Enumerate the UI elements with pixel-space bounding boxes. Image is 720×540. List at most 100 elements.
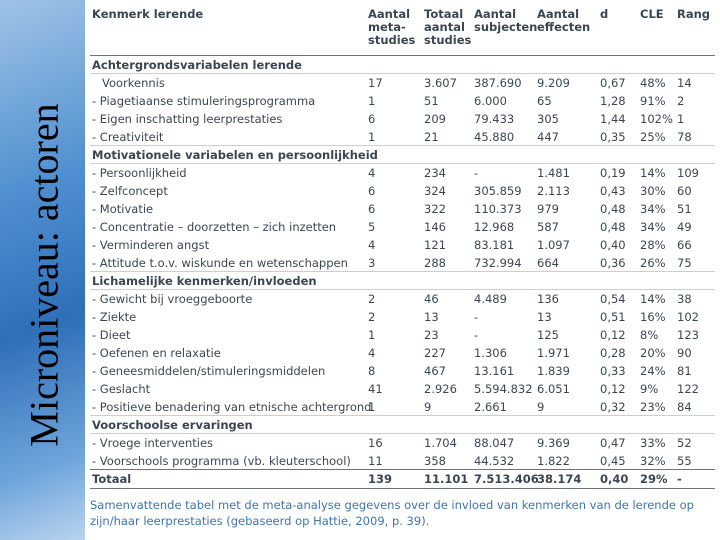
table-cell: 1.097 — [537, 238, 570, 252]
table-cell: 324 — [424, 184, 446, 198]
table-cell: 2 — [368, 292, 376, 306]
slide-title: Microniveau: actoren — [21, 103, 67, 447]
table-cell: 0,47 — [600, 436, 626, 450]
table-cell: 13.161 — [474, 364, 515, 378]
table-cell: 90 — [677, 346, 692, 360]
table-cell: 4 — [368, 166, 376, 180]
row-rule — [90, 145, 715, 146]
table-cell: 23 — [424, 328, 439, 342]
table-cell: - Geneesmiddelen/stimuleringsmiddelen — [92, 364, 326, 378]
total-rule — [90, 488, 715, 489]
table-cell: Voorkennis — [102, 76, 165, 90]
section-title: Motivationele variabelen en persoonlijkh… — [92, 148, 378, 162]
table-cell: 305 — [537, 112, 559, 126]
table-cell: - Persoonlijkheid — [92, 166, 187, 180]
table-cell: 9% — [640, 382, 659, 396]
table-cell: 34% — [640, 220, 666, 234]
table-cell: 6 — [368, 184, 376, 198]
table-cell: 979 — [537, 202, 559, 216]
column-header: Aantal effecten — [537, 7, 591, 34]
table-cell: - Verminderen angst — [92, 238, 210, 252]
table-cell: 288 — [424, 256, 446, 270]
table-cell: 75 — [677, 256, 692, 270]
section-title: Voorschoolse ervaringen — [92, 418, 253, 432]
table-cell: 0,40 — [600, 238, 626, 252]
table-cell: 14% — [640, 292, 666, 306]
table-cell: - Ziekte — [92, 310, 137, 324]
table-cell: 4 — [368, 238, 376, 252]
table-cell: 1 — [368, 328, 376, 342]
table-cell: 26% — [640, 256, 666, 270]
header-rule — [90, 55, 715, 56]
table-cell: 1 — [368, 94, 376, 108]
table-cell: 12.968 — [474, 220, 515, 234]
table-cell: 3 — [368, 256, 376, 270]
table-cell: 1.306 — [474, 346, 507, 360]
table-cell: 1.704 — [424, 436, 457, 450]
table-cell: 467 — [424, 364, 446, 378]
table-cell: 9.209 — [537, 76, 570, 90]
total-cell: - — [677, 472, 682, 486]
table-cell: 16 — [368, 436, 383, 450]
table-cell: 16% — [640, 310, 666, 324]
row-rule — [90, 415, 715, 416]
table-cell: 14 — [677, 76, 692, 90]
table-cell: 664 — [537, 256, 559, 270]
section-title: Achtergrondsvariabelen lerende — [92, 58, 302, 72]
row-rule — [90, 73, 715, 74]
table-cell: 11 — [368, 454, 383, 468]
table-cell: 1,44 — [600, 112, 626, 126]
table-cell: - Eigen inschatting leerprestaties — [92, 112, 283, 126]
table-cell: 1 — [677, 112, 685, 126]
table-cell: 0,48 — [600, 202, 626, 216]
table-cell: - Concentratie – doorzetten – zich inzet… — [92, 220, 337, 234]
table-cell: 41 — [368, 382, 383, 396]
table-cell: - Gewicht bij vroeggeboorte — [92, 292, 253, 306]
table-cell: - Motivatie — [92, 202, 154, 216]
table-cell: 34% — [640, 202, 666, 216]
table-cell: 122 — [677, 382, 699, 396]
table-cell: 13 — [537, 310, 552, 324]
table-cell: 21 — [424, 130, 439, 144]
table-cell: 0,67 — [600, 76, 626, 90]
table-cell: 78 — [677, 130, 692, 144]
table-cell: 32% — [640, 454, 666, 468]
row-rule — [90, 163, 715, 164]
table-cell: 447 — [537, 130, 559, 144]
table-cell: 0,19 — [600, 166, 626, 180]
table-cell: - Geslacht — [92, 382, 151, 396]
table-cell: 24% — [640, 364, 666, 378]
table-cell: 0,12 — [600, 382, 626, 396]
table-cell: 136 — [537, 292, 559, 306]
table-cell: - Voorschools programma (vb. kleuterscho… — [92, 454, 351, 468]
table-cell: 91% — [640, 94, 666, 108]
table-cell: 0,35 — [600, 130, 626, 144]
table-cell: 17 — [368, 76, 383, 90]
table-cell: 358 — [424, 454, 446, 468]
table-document: Samenvattende tabel met de meta-analyse … — [85, 0, 720, 540]
table-cell: 0,32 — [600, 400, 626, 414]
table-cell: 209 — [424, 112, 446, 126]
table-cell: 2 — [677, 94, 685, 108]
table-cell: 52 — [677, 436, 692, 450]
total-cell: Totaal — [92, 472, 132, 486]
table-cell: 38 — [677, 292, 692, 306]
table-cell: 0,12 — [600, 328, 626, 342]
table-cell: 4 — [368, 346, 376, 360]
table-cell: 1,28 — [600, 94, 626, 108]
table-cell: 30% — [640, 184, 666, 198]
table-cell: 23% — [640, 400, 666, 414]
table-cell: - Zelfconcept — [92, 184, 168, 198]
section-title: Lichamelijke kenmerken/invloeden — [92, 274, 317, 288]
table-cell: 55 — [677, 454, 692, 468]
table-cell: 0,48 — [600, 220, 626, 234]
table-cell: 79.433 — [474, 112, 515, 126]
table-cell: 227 — [424, 346, 446, 360]
table-cell: - — [474, 166, 479, 180]
total-cell: 7.513.406 — [474, 472, 539, 486]
table-cell: 1.971 — [537, 346, 570, 360]
table-cell: 2.926 — [424, 382, 457, 396]
table-cell: 45.880 — [474, 130, 515, 144]
table-cell: 25% — [640, 130, 666, 144]
table-cell: - Attitude t.o.v. wiskunde en wetenschap… — [92, 256, 348, 270]
